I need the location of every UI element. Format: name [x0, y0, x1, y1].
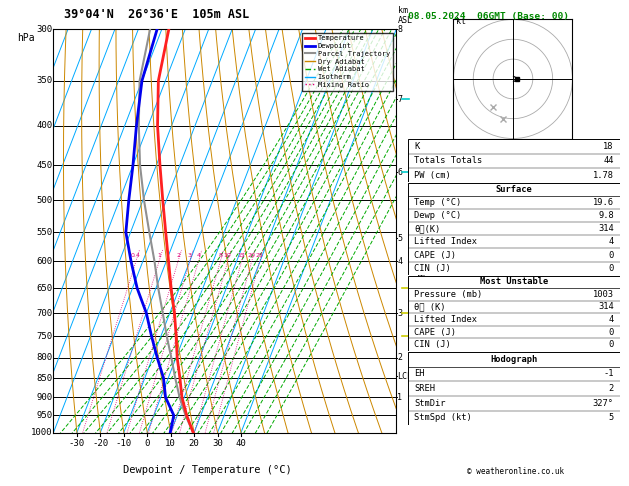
FancyBboxPatch shape: [408, 183, 620, 275]
Text: km
ASL: km ASL: [398, 6, 413, 25]
Text: © weatheronline.co.uk: © weatheronline.co.uk: [467, 467, 564, 476]
Text: 300: 300: [36, 25, 53, 34]
Text: 25: 25: [256, 253, 264, 258]
Legend: Temperature, Dewpoint, Parcel Trajectory, Dry Adiabat, Wet Adiabat, Isotherm, Mi: Temperature, Dewpoint, Parcel Trajectory…: [302, 33, 392, 90]
Text: kt: kt: [456, 17, 466, 26]
Text: -30: -30: [69, 439, 85, 448]
Text: CIN (J): CIN (J): [414, 340, 451, 349]
Text: 30: 30: [212, 439, 223, 448]
Text: PW (cm): PW (cm): [414, 171, 451, 180]
Text: K: K: [414, 142, 419, 151]
Text: 0: 0: [609, 328, 614, 337]
Text: 8: 8: [398, 25, 403, 34]
Text: 6: 6: [398, 168, 403, 177]
Text: -10: -10: [116, 439, 132, 448]
Text: -1: -1: [603, 369, 614, 379]
Text: 750: 750: [36, 331, 53, 341]
Text: 0: 0: [609, 263, 614, 273]
Text: 850: 850: [36, 374, 53, 382]
Text: 2: 2: [176, 253, 180, 258]
Text: 0: 0: [609, 340, 614, 349]
Text: 10: 10: [224, 253, 231, 258]
Text: 10: 10: [165, 439, 176, 448]
Text: 314: 314: [598, 225, 614, 233]
FancyBboxPatch shape: [408, 139, 620, 182]
Text: Lifted Index: Lifted Index: [414, 315, 477, 324]
Text: 20: 20: [189, 439, 199, 448]
Text: LCL: LCL: [398, 372, 413, 381]
Text: 2: 2: [609, 384, 614, 393]
Text: 7: 7: [398, 95, 403, 104]
Text: Dewp (°C): Dewp (°C): [414, 211, 461, 220]
Text: SREH: SREH: [414, 384, 435, 393]
Text: 3: 3: [398, 309, 403, 317]
Text: 700: 700: [36, 309, 53, 317]
Text: 314: 314: [598, 302, 614, 312]
Text: 650: 650: [36, 284, 53, 293]
Text: 1003: 1003: [593, 290, 614, 299]
Text: 3: 3: [188, 253, 192, 258]
Text: 5: 5: [398, 234, 403, 243]
Text: Totals Totals: Totals Totals: [414, 156, 482, 165]
Text: Mixing Ratio (g/kg): Mixing Ratio (g/kg): [419, 216, 428, 311]
Text: 5: 5: [609, 414, 614, 422]
Text: 450: 450: [36, 160, 53, 170]
Text: Surface: Surface: [496, 185, 532, 194]
Text: 44: 44: [603, 156, 614, 165]
Text: 18: 18: [603, 142, 614, 151]
Text: 550: 550: [36, 228, 53, 237]
Text: 19.6: 19.6: [593, 198, 614, 208]
Text: 39°04'N  26°36'E  105m ASL: 39°04'N 26°36'E 105m ASL: [64, 8, 249, 21]
Text: 900: 900: [36, 393, 53, 402]
Text: 1: 1: [398, 393, 403, 402]
Text: 0: 0: [609, 250, 614, 260]
Text: 1: 1: [157, 253, 161, 258]
Text: 4: 4: [609, 315, 614, 324]
Text: CIN (J): CIN (J): [414, 263, 451, 273]
Text: 600: 600: [36, 257, 53, 266]
Text: 1.78: 1.78: [593, 171, 614, 180]
Text: 327°: 327°: [593, 399, 614, 408]
Text: Hodograph: Hodograph: [490, 355, 538, 364]
Text: 20: 20: [248, 253, 255, 258]
Text: 950: 950: [36, 411, 53, 420]
Text: Dewpoint / Temperature (°C): Dewpoint / Temperature (°C): [123, 465, 292, 475]
Text: Temp (°C): Temp (°C): [414, 198, 461, 208]
Text: 400: 400: [36, 121, 53, 130]
Text: 1000: 1000: [31, 428, 53, 437]
Text: 500: 500: [36, 196, 53, 205]
Text: EH: EH: [414, 369, 425, 379]
Text: CAPE (J): CAPE (J): [414, 250, 456, 260]
Text: θᴄ (K): θᴄ (K): [414, 302, 445, 312]
Text: 350: 350: [36, 76, 53, 86]
Text: hPa: hPa: [17, 33, 35, 43]
Text: 0.4: 0.4: [131, 253, 141, 258]
Text: θᴄ(K): θᴄ(K): [414, 225, 440, 233]
Text: 800: 800: [36, 353, 53, 362]
Text: 2: 2: [398, 353, 403, 362]
Text: Pressure (mb): Pressure (mb): [414, 290, 482, 299]
Text: 4: 4: [398, 257, 403, 266]
Text: 4: 4: [609, 238, 614, 246]
Text: 8: 8: [218, 253, 222, 258]
Text: 08.05.2024  06GMT (Base: 00): 08.05.2024 06GMT (Base: 00): [408, 12, 569, 21]
Text: 40: 40: [236, 439, 247, 448]
Text: CAPE (J): CAPE (J): [414, 328, 456, 337]
Text: -20: -20: [92, 439, 108, 448]
Text: Most Unstable: Most Unstable: [480, 278, 548, 286]
Text: 9.8: 9.8: [598, 211, 614, 220]
Text: 15: 15: [238, 253, 245, 258]
Text: 0: 0: [145, 439, 150, 448]
Text: 4: 4: [196, 253, 201, 258]
Text: StmDir: StmDir: [414, 399, 445, 408]
FancyBboxPatch shape: [408, 276, 620, 351]
FancyBboxPatch shape: [408, 352, 620, 425]
Text: StmSpd (kt): StmSpd (kt): [414, 414, 472, 422]
Text: Lifted Index: Lifted Index: [414, 238, 477, 246]
